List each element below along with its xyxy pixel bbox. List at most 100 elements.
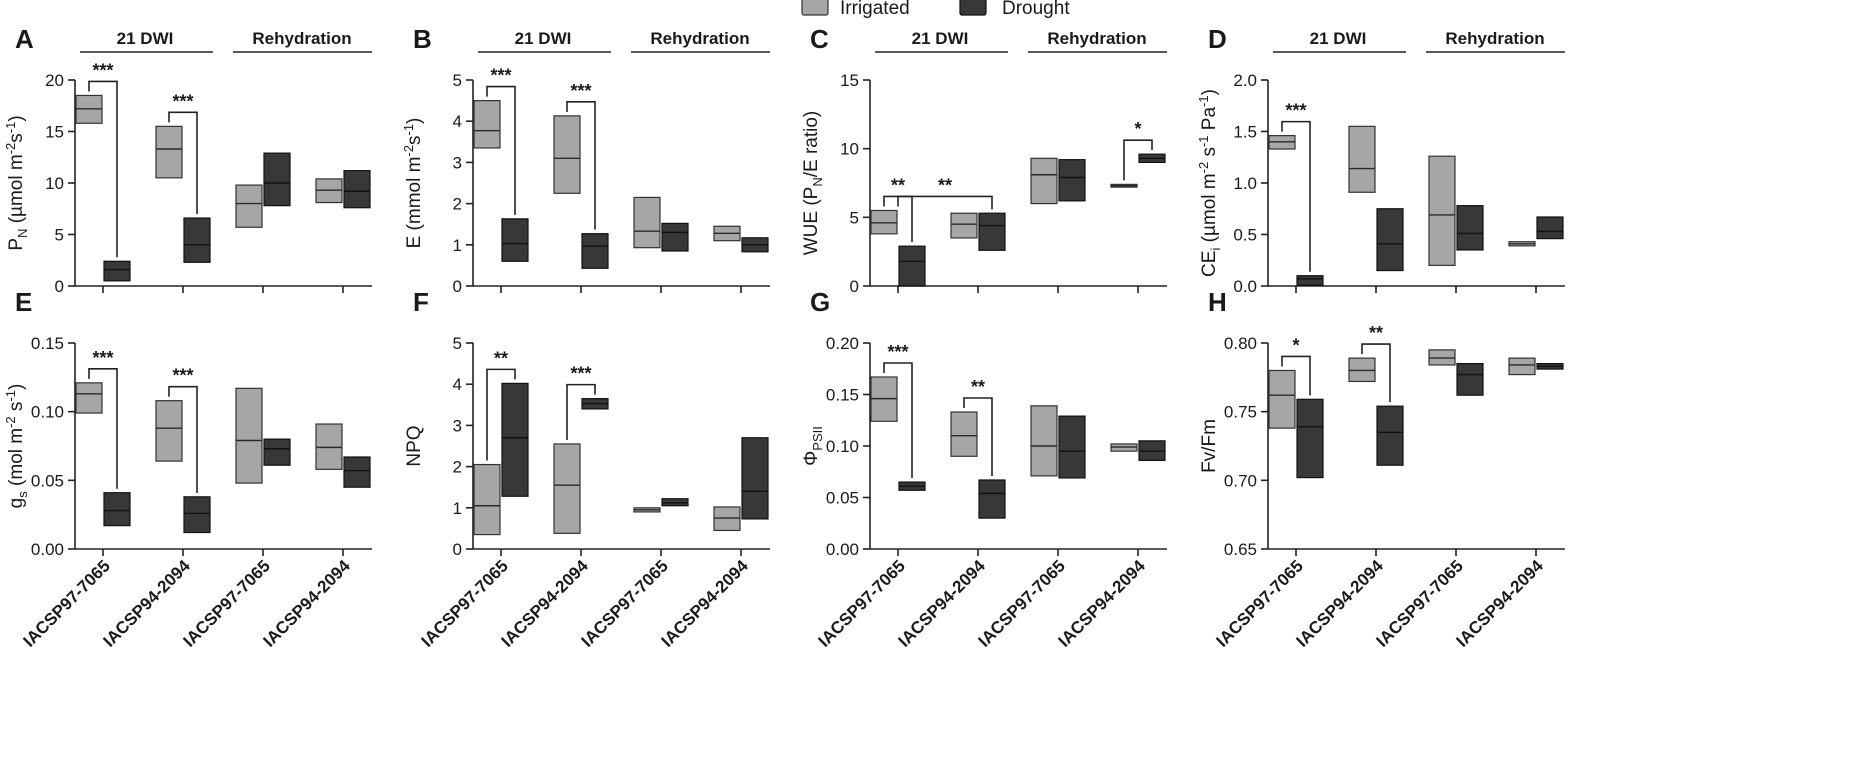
y-tick-label: 0.75: [1224, 403, 1257, 422]
y-tick-label: 1: [453, 499, 462, 518]
y-axis-label: Fv/Fm: [1199, 419, 1220, 473]
drought-box: [103, 492, 131, 527]
drought-box: [263, 152, 291, 207]
y-tick-label: 0.05: [826, 489, 859, 508]
significance-label: ***: [570, 81, 591, 101]
panel-A: A 0 5 10 15 20 PN (µmol m-2s-1) 21 DWI Rehydrati…: [3, 24, 372, 296]
category-label: IACSP94-2094: [658, 556, 753, 651]
drought-box: [978, 479, 1006, 519]
y-tick-label: 10: [840, 140, 859, 159]
panel-D: D 0.0 0.5 1.0 1.5 2.0 CEi (µmol m-2 s-1 Pa-1) 2…: [1196, 24, 1565, 296]
y-axis-label: E (mmol m-2s-1): [401, 118, 425, 249]
category-label: IACSP94-2094: [260, 556, 355, 651]
y-tick-label: 15: [45, 123, 64, 142]
y-tick-label: 0.10: [31, 403, 64, 422]
significance-bracket: [883, 362, 913, 479]
irrigated-box: [155, 400, 183, 462]
significance-label: ***: [887, 342, 908, 362]
significance-label: ***: [172, 91, 193, 111]
y-axis-label: NPQ: [404, 425, 425, 466]
y-tick-label: 2: [453, 195, 462, 214]
group-label-dwi: 21 DWI: [912, 29, 969, 48]
significance-bracket: [566, 383, 596, 440]
panel-H: H0.650.700.750.80Fv/FmIACSP97-7065IACSP9…: [1199, 287, 1565, 651]
y-axis-label: ΦPSII: [801, 426, 825, 466]
drought-box: [1296, 275, 1324, 286]
irrigated-box: [1268, 369, 1296, 429]
y-tick-label: 0.05: [31, 471, 64, 490]
panel-C: C 0 5 10 15 WUE (PN/E ratio) 21 DWI Rehydration…: [801, 24, 1167, 296]
drought-box: [978, 212, 1006, 251]
significance-label: **: [1369, 323, 1383, 343]
drought-box: [103, 260, 131, 282]
irrigated-box: [75, 382, 103, 414]
y-tick-label: 5: [453, 334, 462, 353]
panel-G: G0.000.050.100.150.20ΦPSIIIACSP97-7065IA…: [801, 287, 1167, 651]
significance-label: *: [1292, 335, 1299, 355]
y-tick-label: 10: [45, 174, 64, 193]
irrigated-box: [1348, 125, 1376, 193]
y-tick-label: 1.0: [1233, 174, 1257, 193]
panel-letter: H: [1208, 287, 1227, 317]
y-tick-label: 4: [453, 112, 462, 131]
significance-bracket: [963, 397, 993, 476]
significance-label: **: [494, 348, 508, 368]
y-tick-label: 20: [45, 71, 64, 90]
y-tick-label: 0.70: [1224, 471, 1257, 490]
significance-bracket: [1123, 139, 1153, 181]
legend-swatch-irrigated: [801, 0, 829, 16]
drought-box: [1376, 405, 1404, 466]
drought-box: [263, 438, 291, 466]
y-tick-label: 1: [453, 236, 462, 255]
irrigated-box: [1508, 357, 1536, 376]
y-tick-label: 3: [453, 416, 462, 435]
irrigated-box: [1030, 405, 1058, 477]
drought-box: [661, 222, 689, 252]
significance-label: ***: [172, 366, 193, 386]
irrigated-box: [553, 115, 581, 194]
y-tick-label: 5: [55, 226, 64, 245]
irrigated-box: [1030, 157, 1058, 205]
y-tick-label: 1.5: [1233, 123, 1257, 142]
drought-box: [183, 496, 211, 534]
group-label-rehydration: Rehydration: [1445, 29, 1544, 48]
significance-label: **: [971, 377, 985, 397]
significance-bracket: [1361, 343, 1391, 403]
drought-box: [1456, 363, 1484, 396]
irrigated-box: [950, 411, 978, 457]
significance-label: ***: [92, 60, 113, 80]
panel-letter: D: [1208, 24, 1227, 54]
y-tick-label: 0.00: [31, 540, 64, 559]
panel-letter: C: [810, 24, 829, 54]
drought-box: [1456, 205, 1484, 251]
irrigated-box: [235, 387, 263, 484]
y-tick-label: 0: [55, 277, 64, 296]
panel-letter: B: [413, 24, 432, 54]
significance-label: **: [891, 175, 905, 195]
legend-label-irrigated: Irrigated: [840, 0, 910, 19]
irrigated-box: [235, 184, 263, 228]
group-label-dwi: 21 DWI: [1310, 29, 1367, 48]
significance-bracket: [1281, 120, 1311, 272]
panel-letter: F: [413, 287, 429, 317]
significance-bracket: [168, 385, 198, 493]
significance-bracket: [566, 101, 596, 230]
drought-box: [1296, 398, 1324, 479]
y-tick-label: 4: [453, 375, 462, 394]
y-axis-label: CEi (µmol m-2 s-1 Pa-1): [1196, 89, 1223, 277]
irrigated-box: [155, 125, 183, 179]
irrigated-box: [473, 463, 501, 536]
drought-box: [1376, 208, 1404, 272]
y-tick-label: 2: [453, 458, 462, 477]
y-tick-label: 2.0: [1233, 71, 1257, 90]
legend-label-drought: Drought: [1002, 0, 1070, 19]
significance-bracket: [486, 368, 516, 461]
drought-box: [1058, 159, 1086, 202]
significance-label: ***: [1285, 101, 1306, 121]
y-tick-label: 3: [453, 153, 462, 172]
group-label-dwi: 21 DWI: [515, 29, 572, 48]
drought-box: [1536, 216, 1564, 240]
y-axis-label: gs (mol m-2 s-1): [3, 384, 30, 509]
y-tick-label: 15: [840, 71, 859, 90]
